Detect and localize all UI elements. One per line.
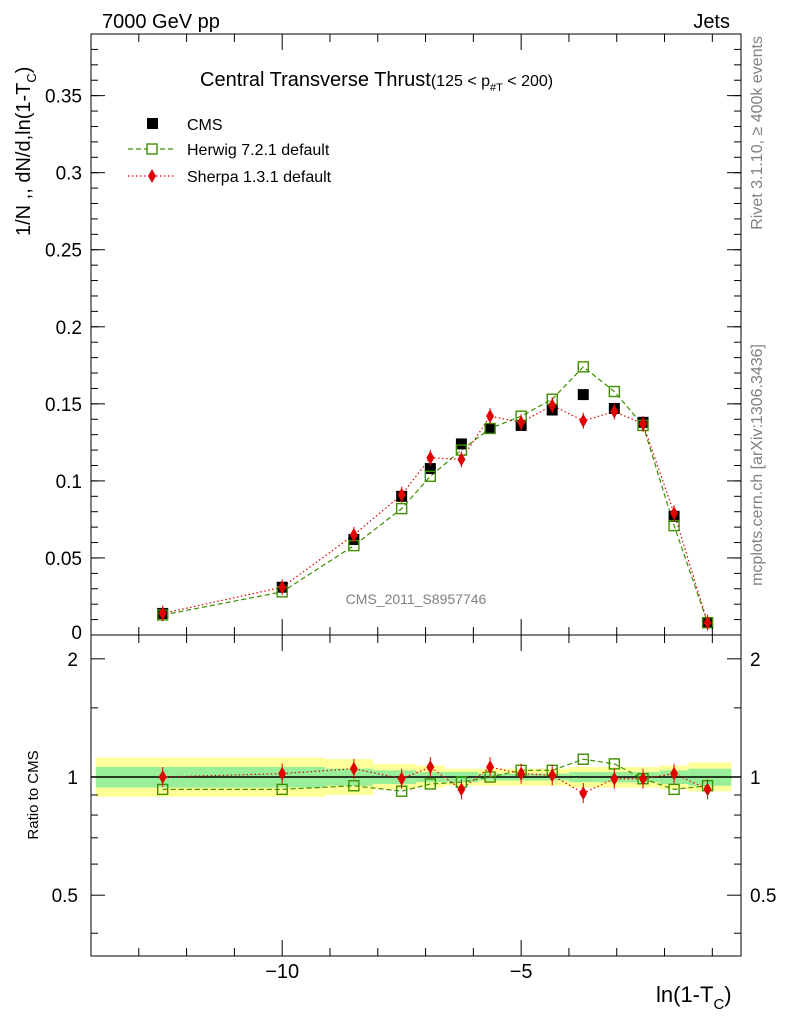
ratio-ytick-label: 1 [67,768,78,789]
ratio-sherpa-point [670,766,679,781]
main-ytick-label: 0.05 [45,549,82,570]
ratio-ytick-label: 0.5 [52,886,78,907]
watermark: CMS_2011_S8957746 [346,591,487,607]
ratio-herwig-point [577,753,589,765]
ratio-sherpa-point [639,771,648,786]
main-ytick-label: 0.2 [56,318,82,339]
x-axis-label: ln(1-TC) [656,982,732,1013]
sherpa-point [397,487,406,502]
ratio-ytick-label-right: 0.5 [750,886,776,907]
ratio-sherpa-point [610,771,619,786]
main-marks [156,361,714,631]
chart-title: Central Transverse Thrust(125 < p#T < 20… [200,69,553,94]
xtick-label: −5 [510,961,533,983]
main-axis-ticks: 0.05 0.1 0.15 0.2 0.25 0.3 0.35 0 [45,34,741,644]
main-ytick-label: 0.15 [45,395,82,416]
ratio-herwig-point [424,778,437,790]
ratio-frame [90,634,742,957]
sherpa-point [486,409,495,424]
legend-herwig-marker [146,143,158,155]
ylabel-tail: ) [13,67,35,74]
herwig-point [424,470,437,482]
legend-sherpa-marker [148,169,156,183]
main-y-axis-label: 1/N ,, dN/d,ln(1-TC) [13,67,39,236]
legend-item-cms: CMS [147,117,223,134]
legend-herwig-label: Herwig 7.2.1 default [187,142,330,159]
xlabel-tail: ) [724,982,731,1007]
ratio-sherpa-point [517,766,526,781]
ratio-ytick-label: 2 [67,650,78,671]
ratio-sherpa-point [158,770,167,785]
ratio-sherpa-point [397,771,406,786]
ylabel-main: 1/N ,, dN/d,ln(1-T [13,83,35,236]
title-sub: #T [490,82,503,94]
herwig-point [395,502,408,515]
header-energy: 7000 GeV pp [102,11,220,33]
herwig-point [577,361,589,373]
ratio-sherpa-point [457,782,466,797]
cms-point [484,423,496,435]
ylabel-sub: C [24,73,39,82]
ratio-herwig-point [276,783,288,796]
ratio-ytick-label-right: 2 [750,650,761,671]
legend-sherpa-label: Sherpa 1.3.1 default [187,169,332,186]
ratio-ytick-label-right: 1 [750,768,761,789]
sherpa-point [579,413,588,428]
legend-item-sherpa: Sherpa 1.3.1 default [128,169,332,186]
cms-point [424,463,436,475]
legend: CMS Herwig 7.2.1 default Sherpa 1.3.1 de… [128,117,332,186]
sherpa-point [457,452,466,467]
ratio-sherpa-point [548,768,557,783]
ratio-sherpa-point [703,782,712,797]
main-ytick-label: 0.25 [45,241,82,262]
sherpa-point [610,404,619,419]
ratio-sherpa-point [579,786,588,801]
header-jets: Jets [693,11,730,33]
ratio-y-axis-label: Ratio to CMS [25,750,42,839]
title-cond: (125 < p [431,73,490,90]
herwig-point [608,385,621,398]
sherpa-point [548,398,557,413]
cms-point [455,438,467,450]
ratio-herwig-point [348,780,360,792]
ratio-sherpa-point [349,761,358,776]
sherpa-point [426,450,435,465]
ratio-sherpa-point [278,766,287,781]
ratio-panel: 0.5 0.5 1 1 2 2 −10 −5 Ratio to CMS [25,634,776,983]
xtick-label: −10 [265,961,299,983]
mcplots-label: mcplots.cern.ch [arXiv:1306.3436] [749,344,766,586]
ratio-marks [91,753,741,804]
sherpa-point [278,580,287,595]
ratio-sherpa-point [426,760,435,775]
xlabel-main: ln(1-T [656,982,713,1007]
main-ytick-label: 0.3 [56,164,82,185]
legend-item-herwig: Herwig 7.2.1 default [128,142,330,159]
ratio-herwig-point [668,783,680,796]
sherpa-point [639,416,648,431]
main-ytick-zero: 0 [71,623,82,644]
title-tail: < 200) [503,73,553,90]
legend-cms-marker [147,118,158,129]
cms-point [577,389,589,401]
sherpa-point [703,615,712,630]
sherpa-point [349,527,358,542]
sherpa-point [158,606,167,621]
herwig-line [162,366,709,623]
sherpa-point [517,415,526,430]
sherpa-point [670,506,679,521]
xlabel-sub: C [713,996,724,1013]
ratio-axis-ticks: 0.5 0.5 1 1 2 2 −10 −5 [52,635,776,983]
legend-cms-label: CMS [187,117,223,134]
rivet-label: Rivet 3.1.10, ≥ 400k events [749,36,766,230]
main-ytick-label: 0.35 [45,87,82,108]
ratio-sherpa-point [486,760,495,775]
main-ytick-label: 0.1 [56,472,82,493]
main-panel: 0.05 0.1 0.15 0.2 0.25 0.3 0.35 0 1/N ,, dN/d,l… [13,33,742,644]
title-main: Central Transverse Thrust [200,69,431,91]
